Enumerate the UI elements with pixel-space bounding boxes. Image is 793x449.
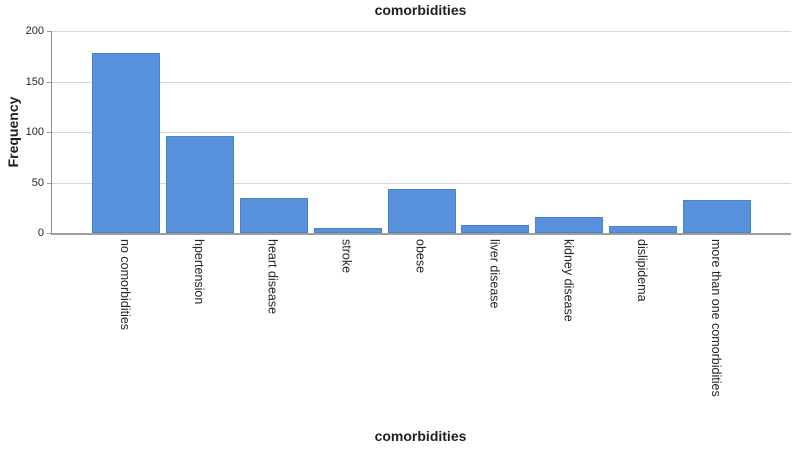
y-tick-label: 0 — [37, 227, 44, 239]
y-tick-label: 50 — [31, 176, 44, 189]
y-tick-label: 100 — [25, 126, 44, 138]
gridline — [52, 132, 791, 133]
plot-area — [51, 31, 791, 235]
bar — [461, 224, 530, 233]
x-tick-label: kidney disease — [561, 239, 576, 322]
bar — [535, 216, 604, 233]
bar — [313, 227, 382, 233]
x-tick-label: no comorbidities — [117, 239, 132, 331]
bar — [165, 136, 234, 233]
y-tick-mark — [47, 81, 51, 83]
x-tick-label: liver disease — [487, 239, 502, 309]
y-tick-label: 200 — [25, 25, 44, 37]
x-axis-title: comorbidities — [374, 428, 467, 444]
bar — [91, 53, 160, 233]
x-tick-label: obese — [413, 239, 428, 274]
chart-title: comorbidities — [374, 2, 467, 18]
x-tick-label: more than one comorbidities — [709, 239, 724, 397]
bar — [609, 225, 678, 233]
y-tick-mark — [47, 132, 51, 133]
x-tick-label: stroke — [339, 239, 354, 274]
bar — [387, 188, 456, 233]
bar — [683, 199, 752, 233]
x-tick-label: dislipidema — [635, 239, 650, 302]
bar — [239, 197, 308, 233]
gridline — [52, 182, 791, 184]
x-tick-label: hpertension — [191, 239, 206, 305]
gridline — [52, 81, 791, 83]
y-tick-label: 150 — [25, 75, 44, 88]
x-tick-label: heart disease — [265, 239, 280, 315]
gridline — [52, 31, 791, 32]
y-tick-mark — [47, 182, 51, 184]
y-tick-mark — [47, 233, 51, 234]
y-tick-mark — [47, 31, 51, 32]
